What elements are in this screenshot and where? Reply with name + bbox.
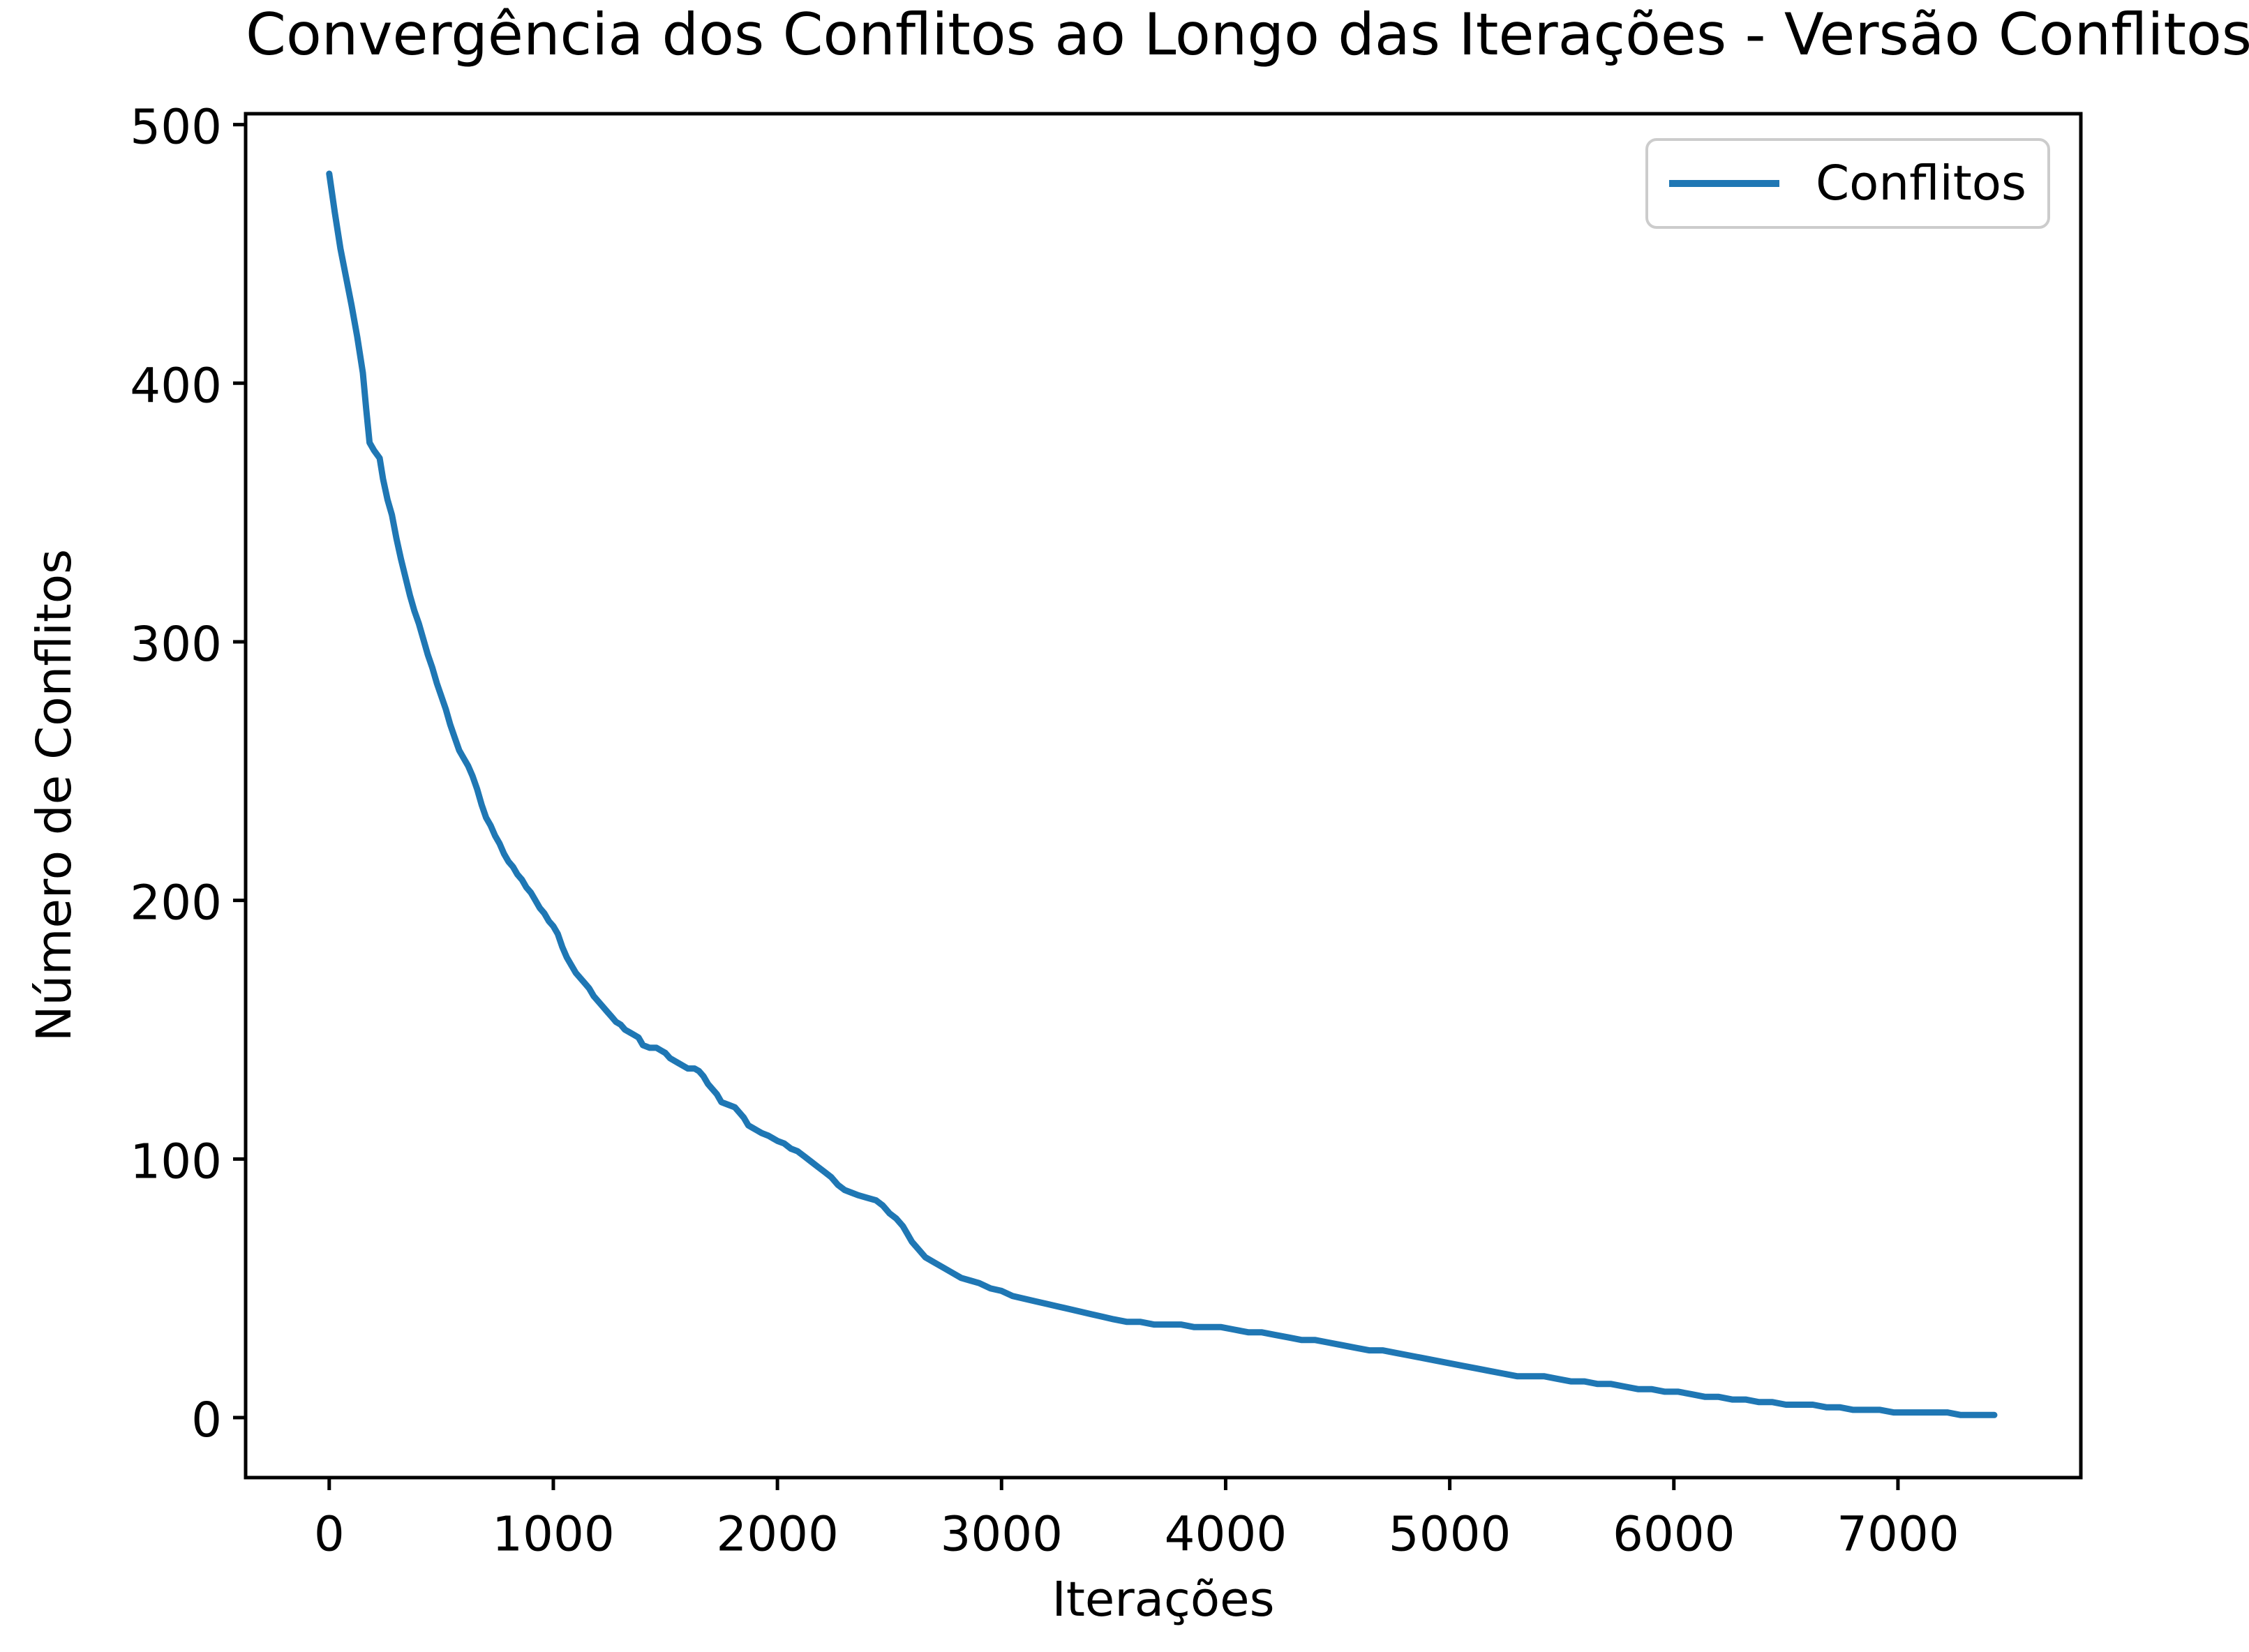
chart-title: Convergência dos Conflitos ao Longo das … [246, 1, 2249, 68]
legend-box: Conflitos [1645, 138, 2050, 229]
x-tick-label: 4000 [1165, 1506, 1287, 1562]
x-tick-label: 6000 [1613, 1506, 1735, 1562]
y-tick-label: 400 [130, 358, 222, 414]
y-tick-label: 0 [191, 1392, 222, 1448]
y-tick-label: 500 [130, 100, 222, 156]
y-tick-label: 100 [130, 1134, 222, 1189]
x-tick-label: 3000 [940, 1506, 1063, 1562]
x-tick-label: 2000 [716, 1506, 839, 1562]
plot-frame [244, 112, 2083, 1480]
legend-label: Conflitos [1816, 156, 2026, 211]
x-tick-label: 0 [314, 1506, 345, 1562]
legend-line-swatch [1669, 180, 1779, 187]
x-tick-label: 1000 [492, 1506, 615, 1562]
x-axis-label: Iterações [1052, 1572, 1275, 1628]
y-tick-label: 300 [130, 617, 222, 673]
y-tick-label: 200 [130, 876, 222, 931]
y-axis-label: Número de Conflitos [27, 548, 82, 1042]
conflitos-line [326, 170, 1998, 1418]
x-tick-label: 7000 [1837, 1506, 1959, 1562]
x-tick-label: 5000 [1389, 1506, 1511, 1562]
